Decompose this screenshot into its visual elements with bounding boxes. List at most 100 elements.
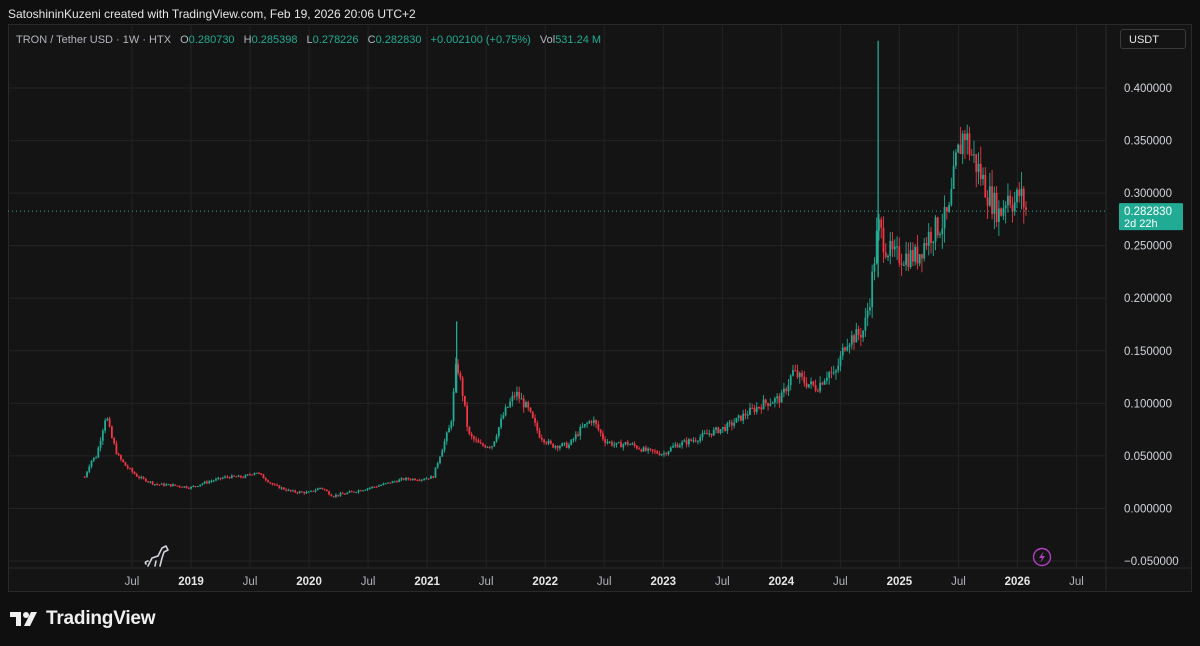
candle-body xyxy=(83,476,86,478)
candle-body xyxy=(615,442,618,445)
candle-body xyxy=(902,265,905,267)
candle-body xyxy=(803,376,806,384)
candle-body xyxy=(466,405,469,427)
candle-body xyxy=(316,488,319,491)
dino-icon[interactable] xyxy=(144,545,169,567)
candle-body xyxy=(181,486,183,488)
candle-body xyxy=(328,491,331,495)
candle-body xyxy=(789,375,792,385)
candle-body xyxy=(321,487,324,489)
last-price-value: 0.282830 xyxy=(1124,206,1172,218)
candle-body xyxy=(948,204,950,212)
candle-body xyxy=(898,246,901,264)
symbol-label[interactable]: TRON / Tether USD · 1W · HTX xyxy=(16,34,172,46)
y-tick-label: 0.200000 xyxy=(1124,293,1172,305)
candle-body xyxy=(463,395,466,406)
candle-body xyxy=(142,477,145,479)
candle-body xyxy=(215,478,217,481)
candle-body xyxy=(269,482,272,484)
chart-caption: SatoshininKuzeni created with TradingVie… xyxy=(8,7,416,21)
candle-body xyxy=(396,481,398,483)
candle-body xyxy=(740,415,742,421)
candle-body xyxy=(504,407,507,416)
candle-body xyxy=(685,440,688,445)
y-tick-label: 0.250000 xyxy=(1124,241,1172,253)
candle-body xyxy=(353,491,355,493)
candle-body xyxy=(837,365,840,371)
candle-body xyxy=(339,493,342,496)
candle-body xyxy=(389,482,392,484)
candle-body xyxy=(337,494,340,496)
volume-key: Vol xyxy=(539,34,556,46)
candle-body xyxy=(312,490,315,492)
candle-body xyxy=(178,485,181,487)
candle-body xyxy=(375,486,378,488)
candle-body xyxy=(436,463,439,468)
candle-body xyxy=(233,475,235,477)
candle-body xyxy=(724,426,726,431)
candle-body xyxy=(554,445,557,448)
candle-body xyxy=(373,486,376,488)
candle-body xyxy=(900,263,903,266)
candle-body xyxy=(278,485,281,489)
tradingview-brand[interactable]: TradingView xyxy=(10,608,156,630)
candle-body xyxy=(712,429,715,436)
candle-body xyxy=(538,430,541,438)
candle-body xyxy=(556,445,559,449)
candle-body xyxy=(258,472,260,474)
candle-body xyxy=(364,489,367,491)
close-key: C xyxy=(367,34,376,46)
candle-body xyxy=(927,232,930,246)
candle-body xyxy=(959,144,962,155)
candle-body xyxy=(742,413,745,421)
candle-body xyxy=(131,468,134,472)
candle-body xyxy=(746,414,749,416)
x-tick-label: Jul xyxy=(951,576,966,588)
candle-body xyxy=(529,407,532,412)
candle-body xyxy=(767,403,769,406)
candle-body xyxy=(717,427,720,434)
candle-body xyxy=(346,492,349,495)
candle-body xyxy=(95,457,97,459)
close-value: 0.282830 xyxy=(375,34,422,46)
candle-body xyxy=(531,411,534,418)
candle-body xyxy=(368,487,371,489)
candle-body xyxy=(979,163,982,180)
candle-body xyxy=(622,444,625,448)
candle-body xyxy=(405,477,407,480)
candle-body xyxy=(276,484,278,486)
x-tick-label: 2025 xyxy=(887,576,913,588)
candle-body xyxy=(588,421,591,424)
candle-body xyxy=(176,485,179,487)
candle-body xyxy=(513,395,516,397)
candle-body xyxy=(273,484,276,486)
candle-body xyxy=(1018,189,1021,196)
candle-body xyxy=(470,434,473,437)
candle-body xyxy=(719,429,722,434)
candle-body xyxy=(839,355,842,366)
candle-body xyxy=(323,488,326,490)
candle-body xyxy=(821,382,824,385)
candle-body xyxy=(425,478,428,480)
candle-body xyxy=(762,399,765,410)
lightning-icon[interactable] xyxy=(1032,547,1052,567)
candle-body xyxy=(409,479,412,481)
candle-body xyxy=(479,442,482,444)
candle-body xyxy=(362,490,364,492)
candle-body xyxy=(604,439,607,443)
candle-body xyxy=(574,434,577,440)
candle-body xyxy=(629,444,631,446)
candle-body xyxy=(547,440,550,444)
candle-body xyxy=(807,384,810,388)
candle-body xyxy=(769,403,772,406)
candle-body xyxy=(144,478,147,482)
candle-body xyxy=(475,439,478,441)
candle-body xyxy=(1002,208,1005,216)
candle-body xyxy=(124,462,127,466)
candle-body xyxy=(857,329,860,335)
currency-unit-button[interactable]: USDT xyxy=(1120,29,1186,49)
candle-body xyxy=(850,335,853,345)
candle-body xyxy=(570,439,573,445)
candle-body xyxy=(649,448,652,450)
